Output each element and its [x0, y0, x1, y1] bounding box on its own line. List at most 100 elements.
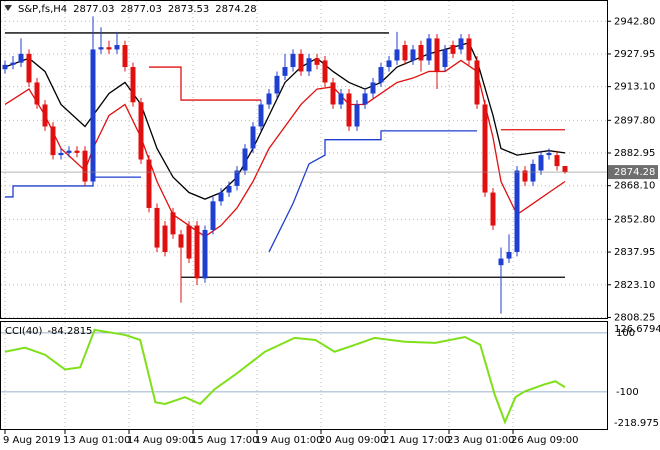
indicator-value: -84.2815 — [47, 326, 92, 337]
candle-body — [370, 82, 376, 94]
indicator-line — [149, 66, 261, 101]
candle-body — [186, 225, 192, 259]
candle-body — [218, 192, 224, 202]
candle-body — [450, 45, 456, 54]
candle-body — [554, 155, 560, 167]
candle-body — [242, 148, 248, 171]
x-tick-label: 20 Aug 09:00 — [319, 435, 386, 446]
candle-body — [226, 185, 232, 193]
candle-body — [458, 38, 464, 50]
candle-body — [514, 170, 520, 252]
candle-body — [50, 126, 56, 156]
candle-body — [538, 155, 544, 171]
ohlc-value: 2873.53 — [168, 4, 209, 15]
x-tick-label: 9 Aug 2019 — [3, 435, 61, 446]
candle-body — [34, 82, 40, 105]
candle-body — [314, 58, 320, 65]
y-tick-label: 100 — [616, 328, 635, 339]
indicator-line — [4, 59, 566, 238]
cci-frame — [0, 321, 608, 430]
candle-body — [490, 192, 496, 226]
candle-body — [234, 170, 240, 186]
candle-body — [442, 49, 448, 68]
candle-body — [506, 251, 512, 259]
y-tick-label: -100 — [616, 387, 639, 398]
current-price-label: 2874.28 — [614, 167, 655, 178]
candle-body — [482, 104, 488, 193]
candle-body — [402, 45, 408, 61]
x-tick-label: 13 Aug 01:00 — [63, 435, 130, 446]
candle-body — [194, 225, 200, 279]
candle-body — [82, 150, 88, 182]
candle-body — [146, 159, 152, 208]
candle-body — [98, 47, 104, 50]
y-tick-label: 2837.95 — [614, 247, 655, 258]
y-min-label: -218.9751 — [614, 418, 660, 429]
candle-body — [130, 67, 136, 103]
candle-body — [10, 62, 16, 65]
x-tick-label: 14 Aug 09:00 — [127, 435, 194, 446]
candle-body — [210, 201, 216, 230]
candle-body — [266, 93, 272, 105]
y-tick-label: 2927.95 — [614, 49, 655, 60]
candle-body — [274, 75, 280, 94]
candle-body — [90, 49, 96, 182]
indicator-line — [268, 130, 477, 253]
candle-body — [322, 60, 328, 83]
candle-body — [386, 60, 392, 68]
y-tick-label: 2942.80 — [614, 16, 655, 27]
current-price-box — [608, 165, 658, 180]
y-max-label: 126.6794 — [614, 324, 660, 335]
candle-body — [162, 225, 168, 252]
candle-body — [498, 258, 504, 266]
candle-body — [114, 45, 120, 50]
y-tick-label: 2823.10 — [614, 280, 655, 291]
ohlc-value: 2877.03 — [73, 4, 114, 15]
x-tick-label: 15 Aug 17:00 — [191, 435, 258, 446]
candle-body — [426, 38, 432, 61]
candle-body — [418, 45, 424, 61]
ohlc-value: 2874.28 — [215, 4, 256, 15]
x-tick-label: 26 Aug 09:00 — [511, 435, 578, 446]
candle-body — [346, 93, 352, 127]
candle-body — [290, 53, 296, 68]
candle-body — [66, 150, 72, 153]
candle-body — [474, 60, 480, 105]
y-tick-label: 2868.10 — [614, 181, 655, 192]
candle-body — [18, 53, 24, 63]
candle-body — [306, 58, 312, 72]
main-frame — [0, 0, 608, 319]
candle-body — [250, 126, 256, 149]
candle-body — [522, 170, 528, 182]
cci-line — [4, 328, 566, 425]
candle-body — [298, 53, 304, 72]
candle-body — [178, 234, 184, 248]
header: S&P,fs,H4 2877.03 2877.03 2873.53 2874.28 — [18, 4, 257, 15]
candle-body — [466, 38, 472, 61]
menu-icon — [4, 5, 12, 11]
candle-body — [202, 229, 208, 279]
candle-body — [354, 104, 360, 127]
candle-body — [378, 67, 384, 83]
candle-body — [122, 45, 128, 68]
candle-body — [562, 166, 568, 173]
candle-body — [58, 152, 64, 156]
candle-body — [258, 104, 264, 127]
candle-body — [434, 38, 440, 72]
indicator-label: CCI(40) -84.2815 — [5, 326, 92, 337]
candle-body — [42, 104, 48, 127]
x-tick-label: 19 Aug 01:00 — [255, 435, 322, 446]
y-tick-label: 2852.80 — [614, 214, 655, 225]
candle-body — [106, 47, 112, 50]
y-tick-label: 2808.25 — [614, 312, 655, 323]
ohlc-value: 2877.03 — [121, 4, 162, 15]
candle-body — [394, 49, 400, 61]
candle-body — [138, 102, 144, 160]
candle-body — [530, 163, 536, 182]
candle-body — [26, 53, 32, 83]
indicator-title: CCI(40) — [5, 326, 43, 337]
y-tick-label: 2897.80 — [614, 115, 655, 126]
candle-body — [410, 49, 416, 61]
